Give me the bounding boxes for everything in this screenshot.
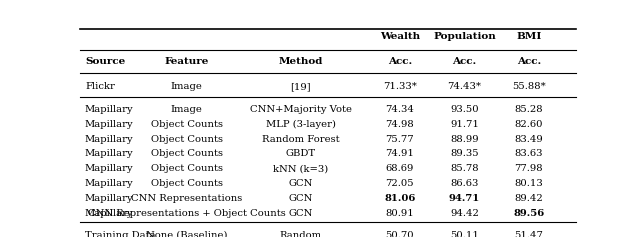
Text: Random Forest: Random Forest	[262, 135, 340, 144]
Text: 74.43*: 74.43*	[447, 82, 481, 91]
Text: Flickr: Flickr	[85, 82, 115, 91]
Text: 72.05: 72.05	[386, 179, 414, 188]
Text: Object Counts: Object Counts	[150, 150, 223, 159]
Text: Mapillary: Mapillary	[85, 105, 134, 114]
Text: Mapillary: Mapillary	[85, 194, 134, 203]
Text: 83.63: 83.63	[515, 150, 543, 159]
Text: 86.63: 86.63	[450, 179, 479, 188]
Text: CNN Representations + Object Counts: CNN Representations + Object Counts	[88, 209, 285, 218]
Text: GBDT: GBDT	[285, 150, 316, 159]
Text: Object Counts: Object Counts	[150, 119, 223, 128]
Text: CNN Representations: CNN Representations	[131, 194, 243, 203]
Text: 50.11: 50.11	[450, 231, 479, 237]
Text: Population: Population	[433, 32, 496, 41]
Text: 71.33*: 71.33*	[383, 82, 417, 91]
Text: 68.69: 68.69	[386, 164, 414, 173]
Text: Mapillary: Mapillary	[85, 119, 134, 128]
Text: 94.71: 94.71	[449, 194, 480, 203]
Text: Acc.: Acc.	[388, 57, 412, 66]
Text: GCN: GCN	[289, 194, 313, 203]
Text: 89.42: 89.42	[515, 194, 543, 203]
Text: 81.06: 81.06	[384, 194, 415, 203]
Text: 85.78: 85.78	[450, 164, 479, 173]
Text: MLP (3-layer): MLP (3-layer)	[266, 119, 336, 129]
Text: Random: Random	[280, 231, 322, 237]
Text: Mapillary: Mapillary	[85, 150, 134, 159]
Text: Acc.: Acc.	[452, 57, 477, 66]
Text: GCN: GCN	[289, 209, 313, 218]
Text: 83.49: 83.49	[515, 135, 543, 144]
Text: Mapillary: Mapillary	[85, 209, 134, 218]
Text: Object Counts: Object Counts	[150, 179, 223, 188]
Text: BMI: BMI	[516, 32, 541, 41]
Text: 93.50: 93.50	[450, 105, 479, 114]
Text: 74.34: 74.34	[385, 105, 414, 114]
Text: Image: Image	[171, 105, 203, 114]
Text: 80.91: 80.91	[385, 209, 414, 218]
Text: 50.70: 50.70	[386, 231, 414, 237]
Text: kNN (k=3): kNN (k=3)	[273, 164, 328, 173]
Text: 82.60: 82.60	[515, 119, 543, 128]
Text: 74.91: 74.91	[385, 150, 414, 159]
Text: [19]: [19]	[291, 82, 311, 91]
Text: 75.77: 75.77	[386, 135, 414, 144]
Text: Mapillary: Mapillary	[85, 135, 134, 144]
Text: Wealth: Wealth	[380, 32, 420, 41]
Text: GCN: GCN	[289, 179, 313, 188]
Text: 80.13: 80.13	[515, 179, 543, 188]
Text: Acc.: Acc.	[516, 57, 541, 66]
Text: 55.88*: 55.88*	[512, 82, 546, 91]
Text: 74.98: 74.98	[385, 119, 414, 128]
Text: 89.56: 89.56	[513, 209, 545, 218]
Text: Source: Source	[85, 57, 125, 66]
Text: Mapillary: Mapillary	[85, 179, 134, 188]
Text: 77.98: 77.98	[515, 164, 543, 173]
Text: Method: Method	[278, 57, 323, 66]
Text: CNN+Majority Vote: CNN+Majority Vote	[250, 105, 352, 114]
Text: 94.42: 94.42	[450, 209, 479, 218]
Text: Object Counts: Object Counts	[150, 164, 223, 173]
Text: 91.71: 91.71	[450, 119, 479, 128]
Text: 88.99: 88.99	[450, 135, 479, 144]
Text: Training Data: Training Data	[85, 231, 156, 237]
Text: Object Counts: Object Counts	[150, 135, 223, 144]
Text: Mapillary: Mapillary	[85, 164, 134, 173]
Text: 51.47: 51.47	[515, 231, 543, 237]
Text: 89.35: 89.35	[450, 150, 479, 159]
Text: Feature: Feature	[164, 57, 209, 66]
Text: None (Baseline): None (Baseline)	[146, 231, 227, 237]
Text: 85.28: 85.28	[515, 105, 543, 114]
Text: Image: Image	[171, 82, 203, 91]
